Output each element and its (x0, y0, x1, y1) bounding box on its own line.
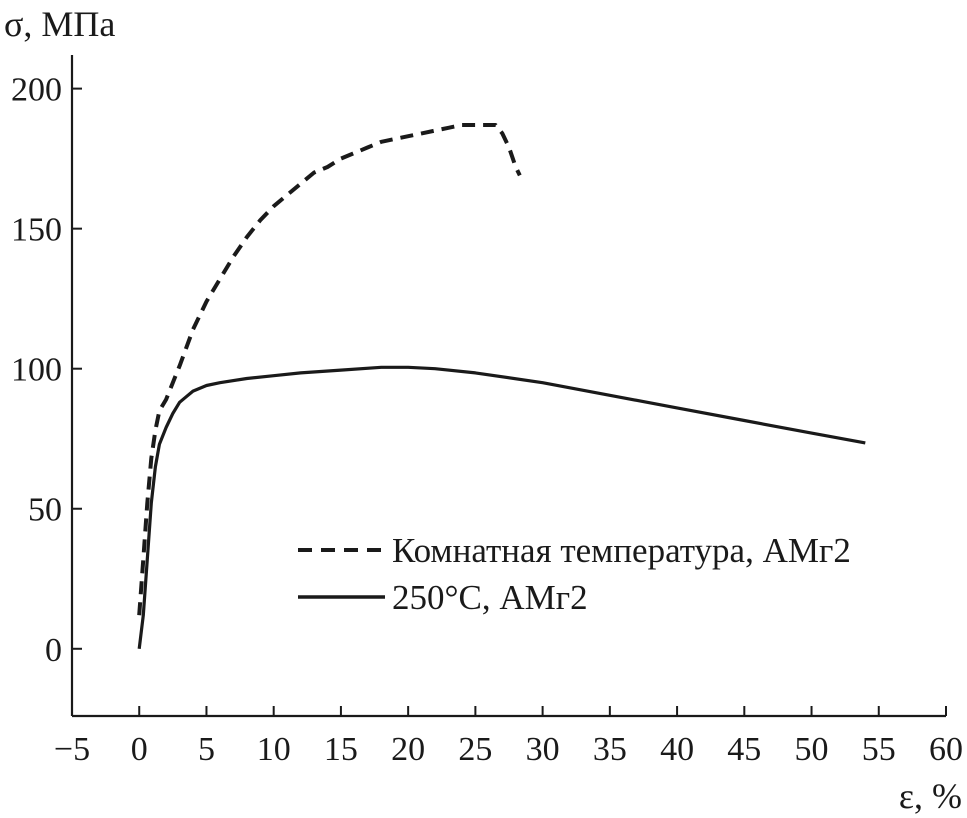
x-ticks: −5 0 5 10 15 20 25 30 35 40 45 50 55 60 (54, 706, 963, 768)
x-tick-label: 30 (526, 731, 560, 768)
x-tick-label: 35 (593, 731, 627, 768)
y-tick-label: 150 (11, 212, 62, 249)
x-tick-label: 10 (257, 731, 291, 768)
x-tick-label: −5 (54, 731, 90, 768)
x-tick-label: 40 (660, 731, 694, 768)
y-ticks: 0 50 100 150 200 (11, 72, 82, 669)
y-axis-label: σ, МПа (4, 4, 115, 44)
x-tick-label: 15 (324, 731, 358, 768)
legend-label-room-temp: Комнатная температура, АМг2 (392, 531, 851, 570)
x-tick-label: 60 (929, 731, 963, 768)
series-group (137, 123, 866, 649)
legend: Комнатная температура, АМг2 250°C, АМг2 (298, 531, 851, 617)
series-line-250c (137, 365, 866, 649)
x-axis-label: ε, % (899, 776, 962, 816)
x-tick-label: 5 (198, 731, 215, 768)
axes (70, 55, 946, 718)
x-tick-label: 25 (458, 731, 492, 768)
y-tick-label: 200 (11, 72, 62, 109)
y-tick-label: 100 (11, 352, 62, 389)
x-tick-label: 50 (795, 731, 829, 768)
x-tick-label: 20 (391, 731, 425, 768)
y-tick-label: 0 (45, 632, 62, 669)
series-line-room-temp (137, 123, 522, 616)
y-tick-label: 50 (28, 492, 62, 529)
x-tick-label: 45 (727, 731, 761, 768)
x-tick-label: 55 (862, 731, 896, 768)
legend-label-250c: 250°C, АМг2 (392, 578, 588, 617)
x-tick-label: 0 (131, 731, 148, 768)
